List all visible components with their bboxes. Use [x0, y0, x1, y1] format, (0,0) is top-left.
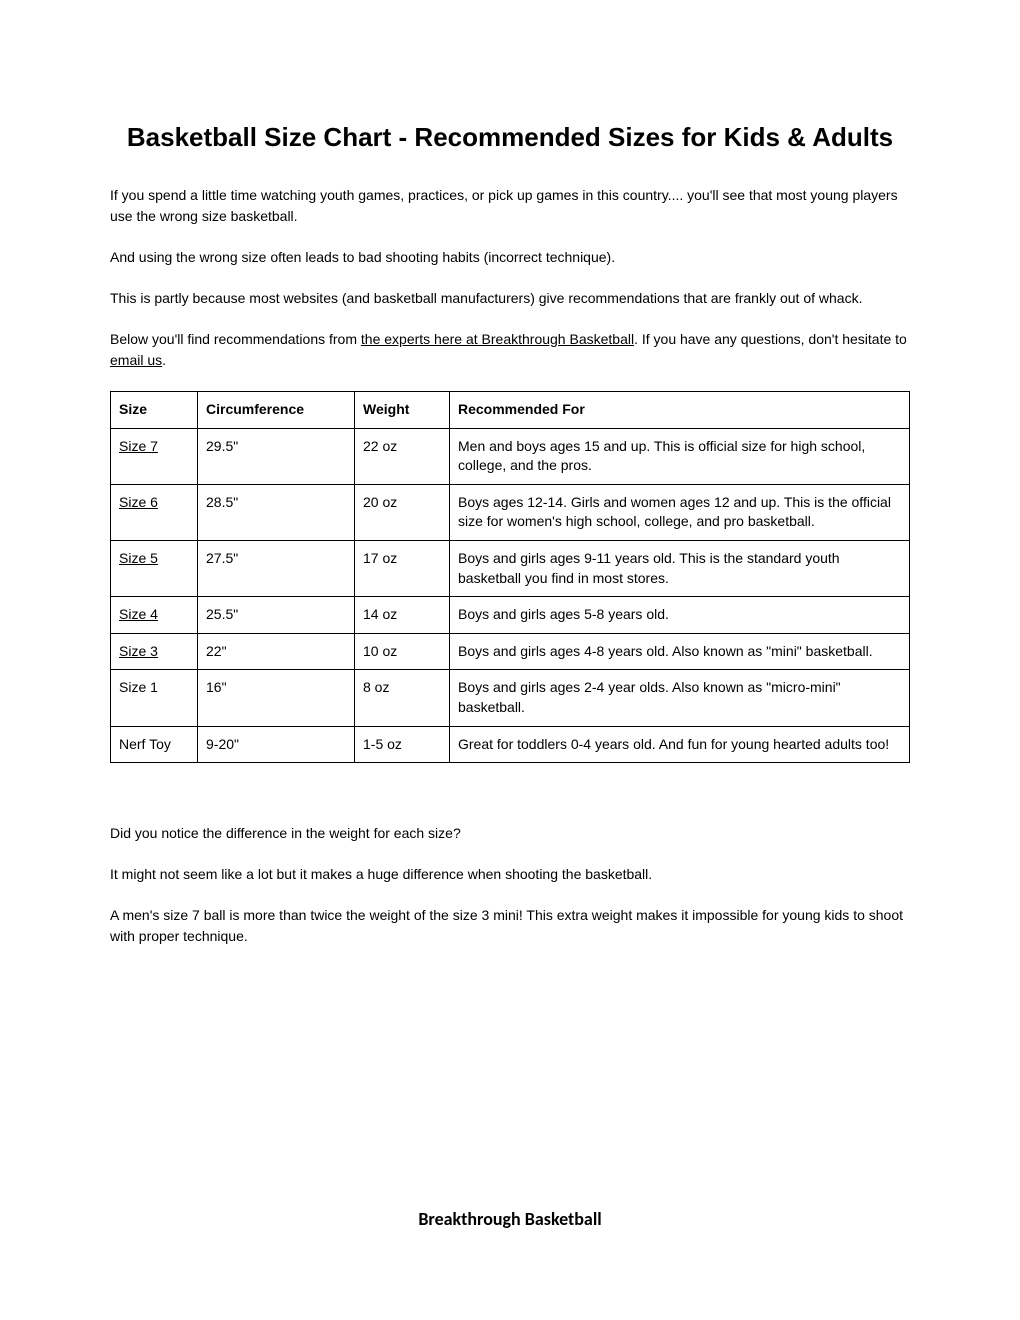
cell-circumference: 22" [198, 633, 355, 670]
cell-weight: 20 oz [355, 484, 450, 540]
cell-recommended: Boys ages 12-14. Girls and women ages 12… [450, 484, 910, 540]
cell-circumference: 9-20" [198, 726, 355, 763]
cell-circumference: 16" [198, 670, 355, 726]
cell-circumference: 27.5" [198, 541, 355, 597]
cell-weight: 10 oz [355, 633, 450, 670]
size-link[interactable]: Size 7 [119, 438, 158, 454]
footer-brand: Breakthrough Basketball [0, 1208, 1020, 1230]
size-link[interactable]: Size 3 [119, 643, 158, 659]
size-chart-table: Size Circumference Weight Recommended Fo… [110, 391, 910, 763]
table-row: Size 3 22"10 ozBoys and girls ages 4-8 ye… [111, 633, 910, 670]
table-row: Size 116"8 ozBoys and girls ages 2-4 yea… [111, 670, 910, 726]
header-size: Size [111, 392, 198, 429]
table-row: Nerf Toy9-20"1-5 ozGreat for toddlers 0-… [111, 726, 910, 763]
experts-link[interactable]: the experts here at Breakthrough Basketb… [361, 331, 634, 347]
size-link[interactable]: Size 6 [119, 494, 158, 510]
intro-p4-pre: Below you'll find recommendations from [110, 331, 361, 347]
cell-size: Size 7 [111, 428, 198, 484]
intro-paragraph-1: If you spend a little time watching yout… [110, 185, 910, 227]
table-row: Size 5 27.5"17 ozBoys and girls ages 9-11… [111, 541, 910, 597]
table-row: Size 7 29.5"22 ozMen and boys ages 15 and… [111, 428, 910, 484]
header-recommended: Recommended For [450, 392, 910, 429]
intro-paragraph-3: This is partly because most websites (an… [110, 288, 910, 309]
cell-recommended: Great for toddlers 0-4 years old. And fu… [450, 726, 910, 763]
cell-size: Nerf Toy [111, 726, 198, 763]
cell-size: Size 4 [111, 597, 198, 634]
intro-p4-mid: . If you have any questions, don't hesit… [634, 331, 907, 347]
cell-circumference: 28.5" [198, 484, 355, 540]
intro-paragraph-2: And using the wrong size often leads to … [110, 247, 910, 268]
cell-recommended: Boys and girls ages 2-4 year olds. Also … [450, 670, 910, 726]
cell-weight: 22 oz [355, 428, 450, 484]
size-link[interactable]: Size 5 [119, 550, 158, 566]
table-row: Size 4 25.5"14 ozBoys and girls ages 5-8 … [111, 597, 910, 634]
header-weight: Weight [355, 392, 450, 429]
page-title: Basketball Size Chart - Recommended Size… [110, 120, 910, 155]
header-circumference: Circumference [198, 392, 355, 429]
cell-circumference: 25.5" [198, 597, 355, 634]
outro-paragraph-3: A men's size 7 ball is more than twice t… [110, 905, 910, 947]
email-us-link[interactable]: email us [110, 352, 162, 368]
cell-size: Size 3 [111, 633, 198, 670]
size-link[interactable]: Size 4 [119, 606, 158, 622]
cell-weight: 17 oz [355, 541, 450, 597]
cell-recommended: Boys and girls ages 4-8 years old. Also … [450, 633, 910, 670]
intro-p4-post: . [162, 352, 166, 368]
outro-paragraph-2: It might not seem like a lot but it make… [110, 864, 910, 885]
intro-paragraph-4: Below you'll find recommendations from t… [110, 329, 910, 371]
page-container: Basketball Size Chart - Recommended Size… [0, 0, 1020, 1320]
cell-recommended: Boys and girls ages 9-11 years old. This… [450, 541, 910, 597]
cell-weight: 8 oz [355, 670, 450, 726]
cell-recommended: Men and boys ages 15 and up. This is off… [450, 428, 910, 484]
cell-size: Size 1 [111, 670, 198, 726]
outro-paragraph-1: Did you notice the difference in the wei… [110, 823, 910, 844]
cell-size: Size 5 [111, 541, 198, 597]
cell-size: Size 6 [111, 484, 198, 540]
cell-circumference: 29.5" [198, 428, 355, 484]
cell-recommended: Boys and girls ages 5-8 years old. [450, 597, 910, 634]
cell-weight: 1-5 oz [355, 726, 450, 763]
table-header-row: Size Circumference Weight Recommended Fo… [111, 392, 910, 429]
table-row: Size 6 28.5"20 ozBoys ages 12-14. Girls a… [111, 484, 910, 540]
cell-weight: 14 oz [355, 597, 450, 634]
